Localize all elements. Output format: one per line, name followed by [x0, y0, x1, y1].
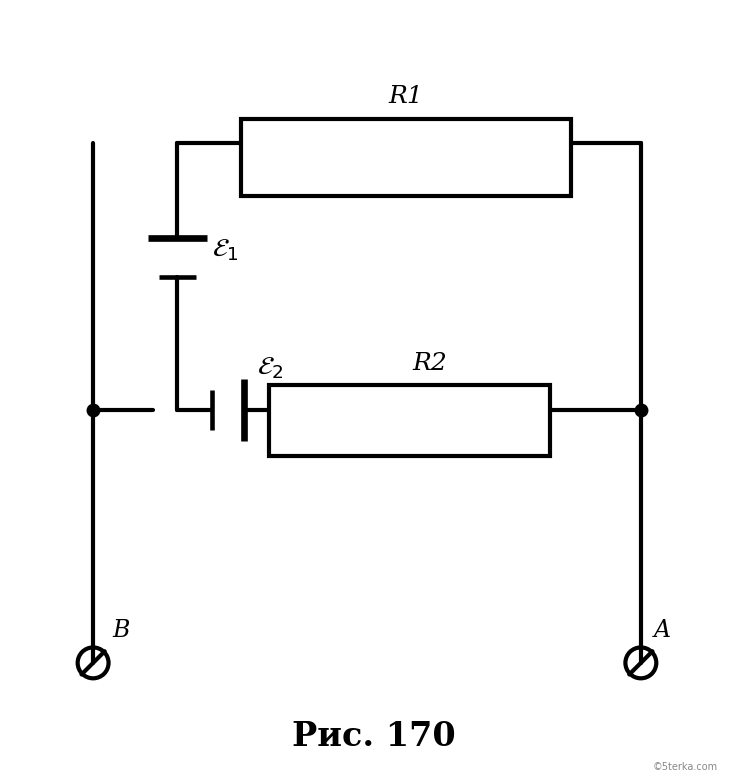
Text: $\mathcal{E}_1$: $\mathcal{E}_1$ — [212, 237, 239, 263]
Text: $\mathcal{E}_2$: $\mathcal{E}_2$ — [257, 355, 283, 380]
Text: R1: R1 — [388, 85, 423, 108]
Text: A: A — [654, 619, 670, 642]
Text: R2: R2 — [413, 352, 447, 375]
Text: B: B — [113, 619, 130, 642]
Bar — [241, 118, 571, 196]
Text: Рис. 170: Рис. 170 — [292, 720, 456, 753]
Text: ©5terka.com: ©5terka.com — [653, 762, 718, 772]
Bar — [269, 385, 550, 456]
